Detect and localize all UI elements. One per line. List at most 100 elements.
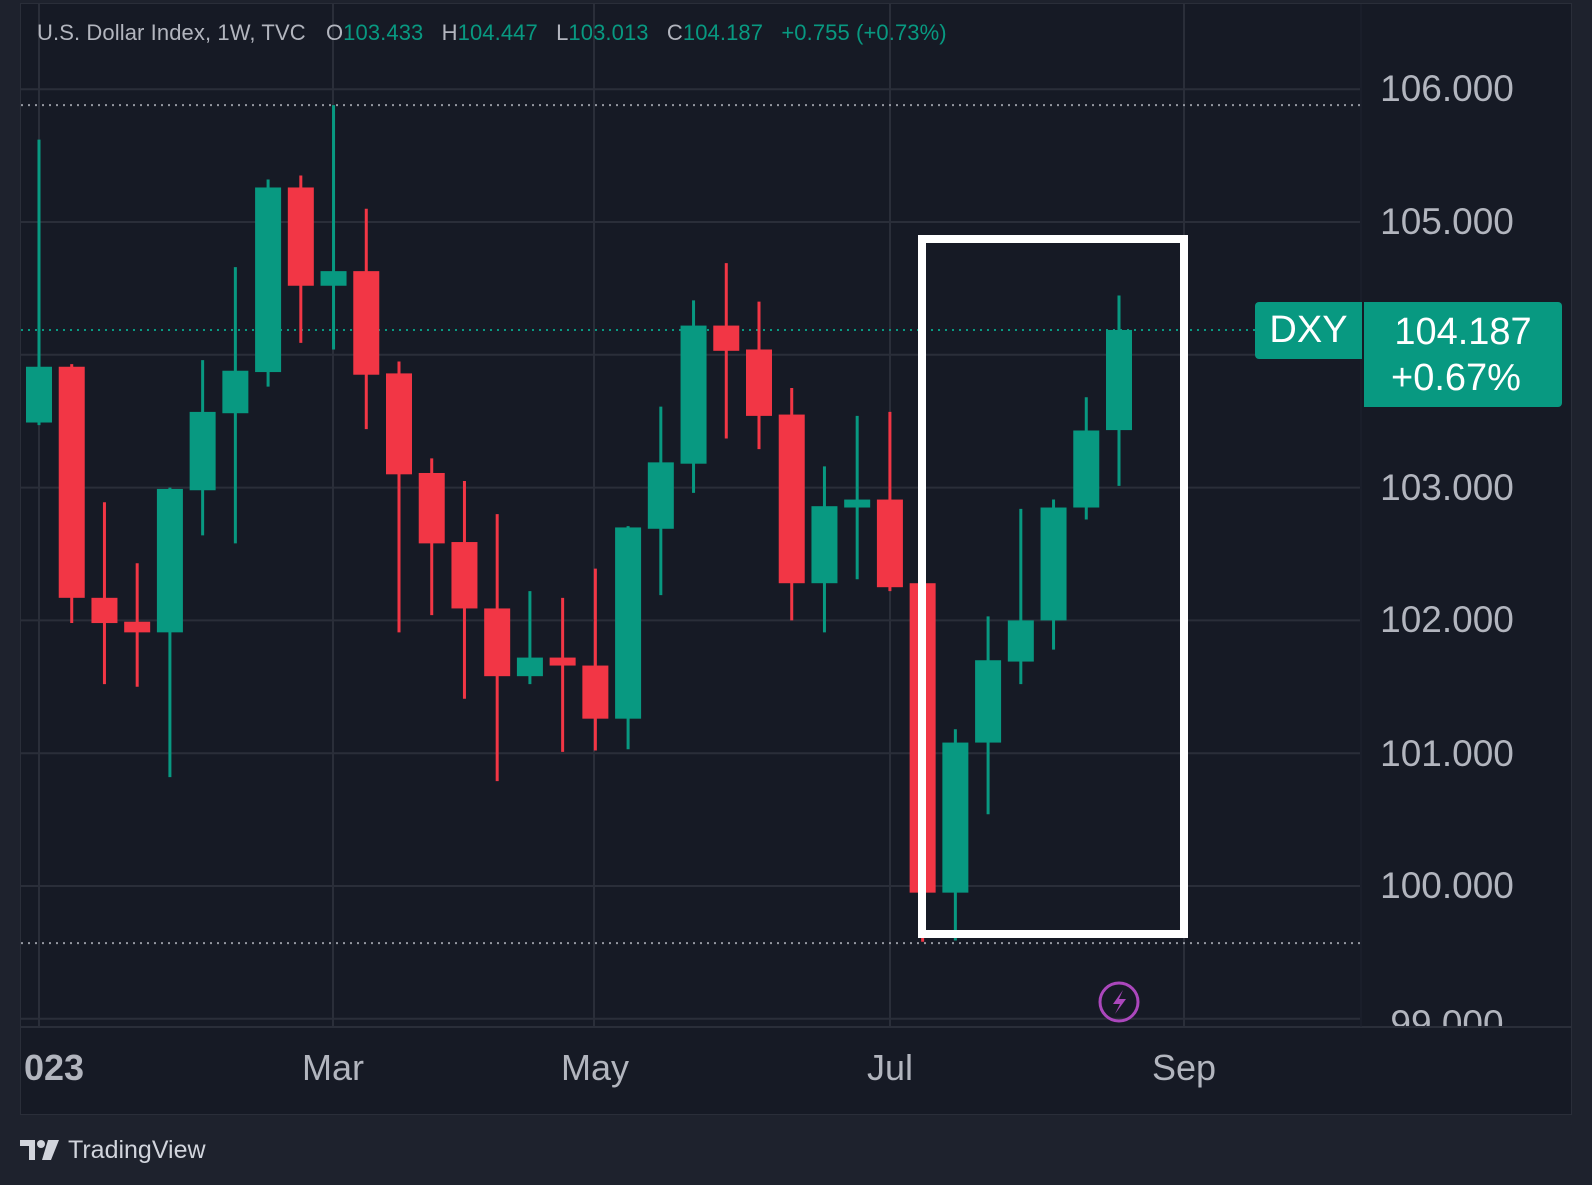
- candle: [353, 208, 380, 430]
- candle: [484, 514, 511, 782]
- candle: [287, 175, 314, 343]
- low-value: 103.013: [568, 20, 649, 45]
- candle-body: [582, 665, 609, 719]
- close-label: C: [666, 20, 683, 45]
- candle: [320, 105, 347, 350]
- candle: [746, 301, 772, 450]
- candle: [942, 729, 969, 941]
- candle: [811, 466, 838, 633]
- candle: [975, 616, 1002, 815]
- brand-name: TradingView: [68, 1136, 206, 1164]
- candlestick-series: [26, 105, 1132, 942]
- candle: [386, 361, 412, 633]
- candle-body: [713, 325, 740, 351]
- candle-body: [516, 657, 543, 677]
- candle-body: [549, 657, 576, 666]
- candle: [680, 300, 707, 493]
- candle: [1040, 499, 1067, 650]
- price-level-lines: [21, 104, 1360, 945]
- candle-body: [189, 411, 216, 491]
- tradingview-logo[interactable]: TradingView: [20, 1136, 206, 1165]
- candle-body: [844, 499, 871, 508]
- change-value: +0.755 (+0.73%): [781, 20, 947, 45]
- candle: [1007, 508, 1034, 685]
- candle-body: [1106, 329, 1132, 431]
- candle-body: [353, 271, 380, 375]
- candle: [91, 502, 118, 685]
- candle: [615, 526, 642, 750]
- lightning-icon[interactable]: [1098, 981, 1140, 1023]
- time-axis-label: Sep: [1151, 1047, 1217, 1088]
- candle: [124, 563, 151, 687]
- lightning-bolt: [1113, 990, 1126, 1014]
- candle: [582, 568, 609, 751]
- event-circle: [1098, 981, 1140, 1023]
- highlight-box: [918, 235, 1188, 938]
- price-axis-label: 105.000: [1380, 201, 1514, 242]
- low-label: L: [556, 20, 569, 45]
- candle-body: [124, 621, 151, 633]
- candle-body: [255, 187, 282, 373]
- candle-body: [1073, 430, 1100, 508]
- candle: [1073, 397, 1100, 520]
- chart-legend: U.S. Dollar Index, 1W, TVC O103.433 H104…: [37, 20, 959, 46]
- candle: [844, 415, 871, 580]
- time-axis-label: May: [560, 1047, 630, 1088]
- candle-body: [615, 527, 642, 719]
- candle-body: [811, 506, 838, 584]
- candle: [156, 487, 183, 778]
- candle: [876, 411, 903, 592]
- high-label: H: [441, 20, 458, 45]
- price-axis-label: 106.000: [1380, 68, 1514, 109]
- candle-body: [680, 325, 707, 464]
- annotation-rectangle[interactable]: [918, 235, 1188, 938]
- candle: [255, 179, 282, 387]
- open-label: O: [325, 20, 344, 45]
- symbol-badge: DXY: [1255, 302, 1362, 359]
- candle-body: [1007, 620, 1034, 662]
- candle-body: [484, 608, 511, 677]
- candle-body: [156, 488, 183, 633]
- candle: [516, 591, 543, 685]
- last-price-badge: 104.187 +0.67%: [1364, 302, 1562, 407]
- price-axis-label: 99.000: [1390, 1003, 1504, 1026]
- candle-body: [418, 472, 445, 544]
- candle-body: [876, 499, 903, 588]
- candle: [1106, 295, 1132, 486]
- candle: [26, 139, 52, 426]
- close-value: 104.187: [682, 20, 764, 45]
- price-axis-label: 103.000: [1380, 467, 1514, 508]
- candle-body: [26, 366, 52, 423]
- candle-body: [746, 349, 772, 416]
- tradingview-logo-icon: [20, 1139, 59, 1160]
- last-price-value: 104.187: [1394, 310, 1532, 353]
- candle-body: [222, 370, 249, 414]
- open-value: 103.433: [343, 20, 424, 45]
- candle-body: [58, 366, 85, 598]
- candle: [189, 360, 216, 536]
- candle: [647, 406, 674, 596]
- price-axis-label: 101.000: [1380, 733, 1514, 774]
- candle: [58, 364, 85, 624]
- time-axis-label: Mar: [302, 1047, 364, 1088]
- candle-body: [778, 414, 805, 584]
- candle: [778, 388, 805, 621]
- candle: [222, 267, 249, 544]
- candle: [549, 597, 576, 752]
- candle-body: [975, 660, 1002, 743]
- time-axis-label: Jul: [866, 1047, 914, 1088]
- candle: [418, 458, 445, 616]
- price-axis-label: 102.000: [1380, 599, 1514, 640]
- symbol-title[interactable]: U.S. Dollar Index, 1W, TVC: [37, 20, 306, 45]
- high-value: 104.447: [457, 20, 538, 45]
- candle: [451, 480, 478, 699]
- candle-body: [386, 373, 412, 475]
- price-axis-label: 100.000: [1380, 865, 1514, 906]
- time-axis-label-year: 023: [23, 1047, 85, 1088]
- candle-body: [942, 742, 969, 893]
- candle-body: [320, 271, 347, 286]
- candle-body: [91, 597, 118, 624]
- candle-body: [287, 187, 314, 286]
- price-axis-label-clipped: 99.000: [1362, 980, 1562, 1026]
